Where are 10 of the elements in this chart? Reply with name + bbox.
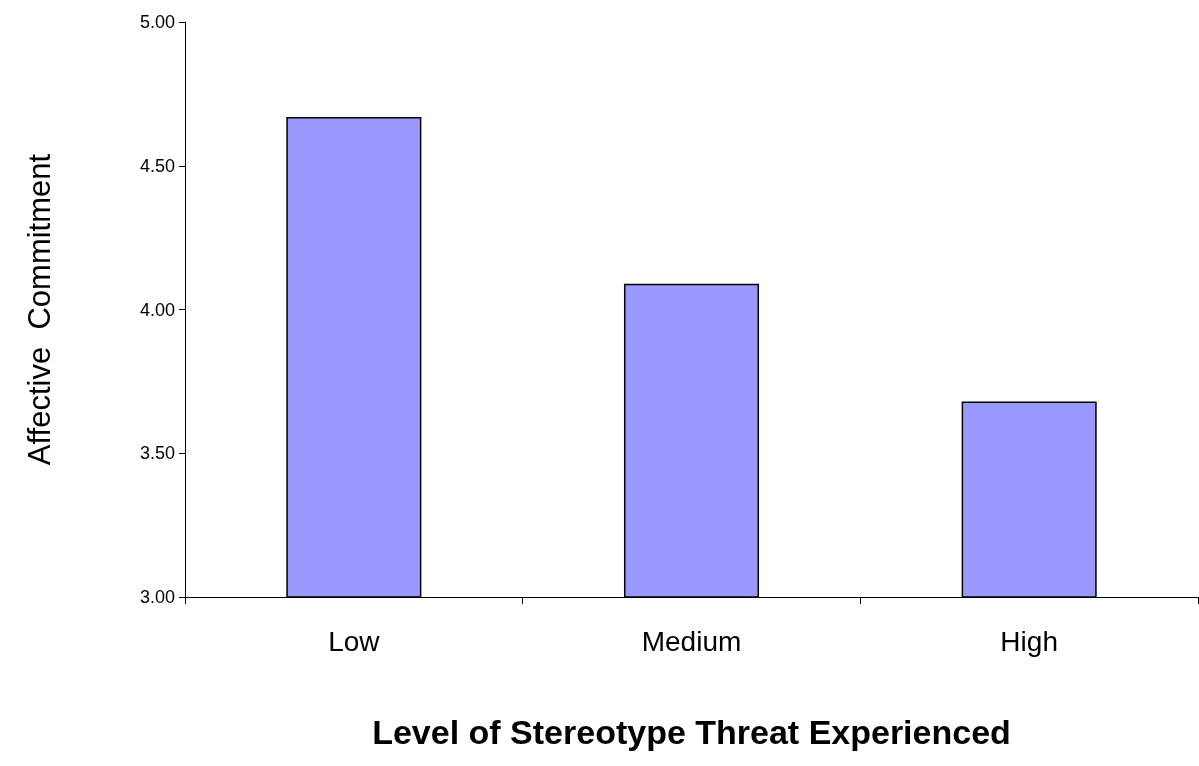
x-tick-label: High bbox=[1000, 625, 1058, 657]
x-tick-label: Low bbox=[328, 625, 381, 657]
x-axis-title: Level of Stereotype Threat Experienced bbox=[372, 713, 1011, 751]
y-axis-title: Affective Commitment bbox=[22, 153, 57, 466]
y-tick-label: 4.50 bbox=[139, 155, 175, 176]
y-tick-label: 4.00 bbox=[139, 299, 175, 320]
y-tick-label: 3.00 bbox=[139, 587, 175, 607]
x-tick-label: Medium bbox=[641, 625, 742, 657]
y-tick-label: 5.00 bbox=[139, 12, 175, 32]
y-tick-label: 3.50 bbox=[139, 443, 175, 464]
